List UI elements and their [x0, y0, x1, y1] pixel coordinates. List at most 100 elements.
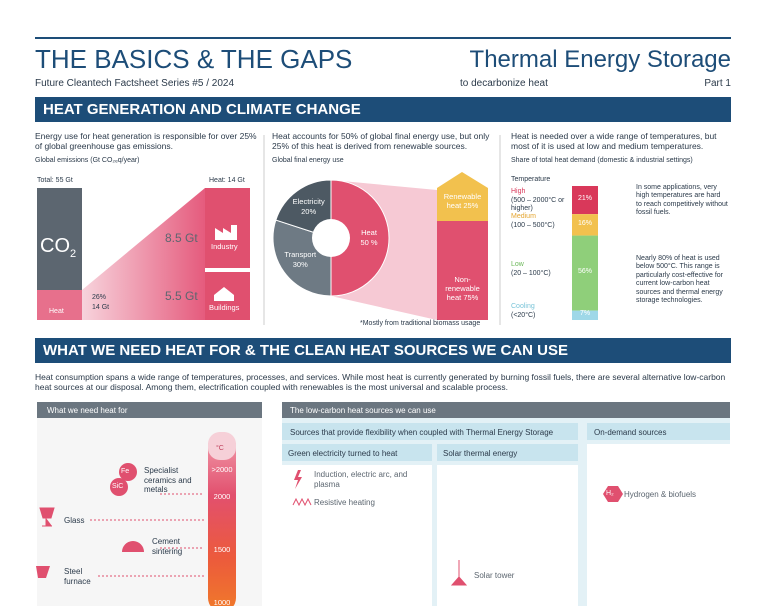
- note: In some applications, very high temperat…: [636, 184, 728, 217]
- intro: Heat is needed over a wide range of temp…: [511, 131, 717, 152]
- temp-name: Low: [511, 261, 524, 269]
- note: Nearly 80% of heat is used below 500°C. …: [636, 255, 724, 304]
- label: 26%: [92, 294, 107, 301]
- temp-name: High: [511, 188, 526, 196]
- label: 5.5 Gt: [165, 289, 198, 303]
- stack-segment: [437, 188, 488, 221]
- industry-icon: [215, 225, 237, 240]
- temp-segment: [572, 310, 598, 320]
- title: THE BASICS & THE GAPS: [35, 44, 353, 74]
- panel-header: [282, 402, 730, 418]
- section-title: HEAT GENERATION AND CLIMATE CHANGE: [35, 97, 731, 122]
- stack-label: Renewable heat 25%: [443, 192, 482, 210]
- caption: Share of total heat demand (domestic & i…: [511, 157, 693, 164]
- temp-segment: [572, 235, 598, 311]
- pie-slice: [330, 179, 390, 297]
- intro: Energy use for heat generation is respon…: [35, 131, 257, 152]
- icon-label: SiC: [112, 483, 124, 490]
- intro: Heat accounts for 50% of global final en…: [272, 131, 490, 152]
- renewable-roof: [437, 172, 488, 188]
- sub-title: Solar thermal energy: [443, 449, 518, 458]
- temp-range: (20 – 100°C): [511, 270, 551, 278]
- buildings-icon: [214, 287, 234, 301]
- temp-share: 21%: [577, 195, 592, 203]
- scale-label: 1000: [213, 598, 231, 607]
- steel-icon: [36, 566, 50, 578]
- sub-title: Sources that provide flexibility when co…: [290, 428, 554, 437]
- axis-label: Temperature: [511, 176, 551, 183]
- source: Induction, electric arc, and plasma: [314, 470, 408, 489]
- top-rule: [35, 37, 731, 39]
- column: [282, 465, 432, 606]
- need: Specialist ceramics and metals: [144, 466, 192, 495]
- sub-title: Green electricity turned to heat: [288, 449, 398, 458]
- temp-range: (100 – 500°C): [511, 221, 555, 229]
- caption: Global emissions (Gt CO₂ₑq/year): [35, 157, 140, 164]
- sub-header: [282, 444, 432, 461]
- stack-label: Non-renewable heat 75%: [445, 275, 480, 303]
- sub-title: On-demand sources: [594, 428, 667, 437]
- temp-segment: [572, 186, 598, 215]
- part: Part 1: [704, 78, 731, 89]
- temp-name: Cooling: [511, 303, 535, 311]
- note: *Mostly from traditional biomass usage: [360, 320, 481, 327]
- section-title: WHAT WE NEED HEAT FOR & THE CLEAN HEAT S…: [35, 338, 731, 363]
- temp-range: (500 – 2000°C or higher): [511, 197, 565, 213]
- label: 14 Gt: [92, 304, 110, 311]
- icon-label: Fe: [121, 468, 130, 475]
- right-subtitle: to decarbonize heat: [460, 78, 548, 89]
- label: Heat: [49, 308, 64, 315]
- tower-icon: [450, 560, 468, 586]
- source: Resistive heating: [314, 498, 375, 507]
- sub-header: [282, 423, 578, 440]
- panel-title: The low-carbon heat sources we can use: [290, 406, 436, 415]
- temp-segment: [572, 214, 598, 236]
- temp-share: 7%: [579, 310, 591, 318]
- stack-segment: [437, 221, 488, 320]
- heat-wedge: [82, 188, 205, 320]
- source: Solar tower: [474, 571, 515, 580]
- cement-icon: [122, 541, 144, 552]
- sic-icon: [110, 478, 128, 496]
- label: 8.5 Gt: [165, 231, 198, 245]
- slice-label: 20%: [301, 207, 317, 217]
- subtitle: Future Cleantech Factsheet Series #5 / 2…: [35, 78, 235, 89]
- temp-share: 56%: [577, 268, 592, 276]
- glass-icon: [39, 507, 55, 527]
- scale-label: 1500: [213, 545, 231, 554]
- co2-bar: [37, 188, 82, 290]
- h2-icon: [603, 486, 623, 502]
- source: Hydrogen & biofuels: [624, 490, 697, 499]
- right-title: Thermal Energy Storage: [469, 46, 731, 73]
- slice-name: Transport: [284, 250, 317, 260]
- pie-slice: [275, 179, 332, 239]
- donut-hole: [312, 219, 350, 257]
- icon-label: H₂: [606, 490, 614, 497]
- scale-unit: °C: [216, 445, 224, 452]
- slice-label: 30%: [292, 260, 308, 270]
- label: Heat: 14 Gt: [209, 177, 245, 184]
- label: Buildings: [209, 303, 240, 312]
- co2-text: CO: [40, 235, 70, 257]
- slice-label: 50 %: [360, 238, 378, 247]
- panel-title: What we need heat for: [47, 406, 128, 415]
- need: Cement sintering: [152, 537, 183, 556]
- co2: CO2: [40, 234, 76, 261]
- caption: Global final energy use: [272, 157, 344, 164]
- sub-header: [587, 423, 730, 440]
- temp-range: (<20°C): [511, 312, 536, 320]
- industry-box: [205, 188, 250, 268]
- intro: Heat consumption spans a wide range of t…: [35, 372, 726, 393]
- need: Glass: [64, 516, 85, 525]
- scale-label: 2000: [213, 492, 231, 501]
- heat-bar: [37, 290, 82, 320]
- thermometer: [208, 432, 236, 606]
- column: [587, 444, 730, 606]
- label: Industry: [211, 242, 238, 251]
- coil-icon: [292, 497, 312, 507]
- bolt-icon: [294, 470, 302, 489]
- label: Total: 55 Gt: [37, 177, 73, 184]
- slice-name: Electricity: [292, 197, 325, 207]
